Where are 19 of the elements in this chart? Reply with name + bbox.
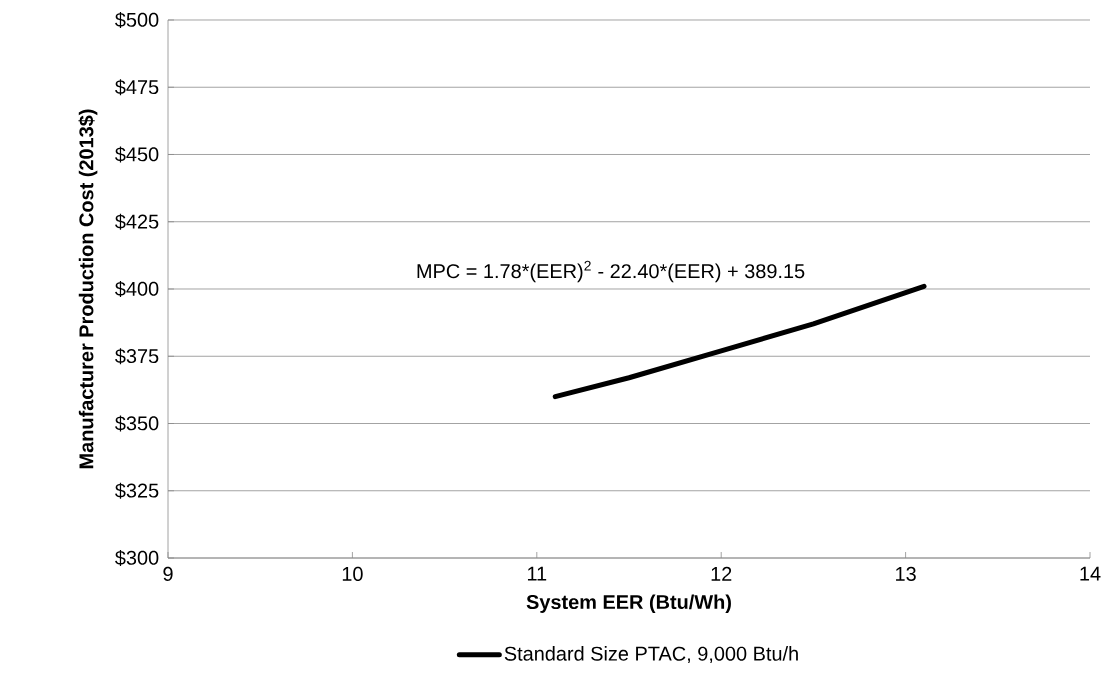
y-tick-label: $300 <box>115 549 159 567</box>
x-tick-label: 10 <box>342 566 363 581</box>
x-tick-label: 12 <box>711 566 732 581</box>
annotation: MPC = 1.78*(EER)$^{2}$ - 22.40*(EER) + 389.15 <box>417 260 805 283</box>
x-axis-title: System EER (Btu/Wh) <box>526 594 731 614</box>
x-tick-label: 14 <box>1080 566 1101 581</box>
x-tick-label: 13 <box>896 566 916 581</box>
y-tick-label: $450 <box>115 146 159 163</box>
y-tick-label: $425 <box>115 213 159 230</box>
x-tick-label: 11 <box>527 566 547 581</box>
y-tick-label: $325 <box>115 482 159 499</box>
legend-label: Standard Size PTAC, 9,000 Btu/h <box>504 646 798 664</box>
y-tick-label: $475 <box>115 79 159 96</box>
y-tick-label: $500 <box>115 11 159 29</box>
x-tick-label: 9 <box>163 566 173 581</box>
y-axis-title: Manufacturer Production Cost (2013$) <box>78 109 98 469</box>
y-tick-label: $350 <box>115 415 159 432</box>
y-tick-label: $375 <box>115 348 159 365</box>
y-tick-label: $400 <box>115 280 159 298</box>
